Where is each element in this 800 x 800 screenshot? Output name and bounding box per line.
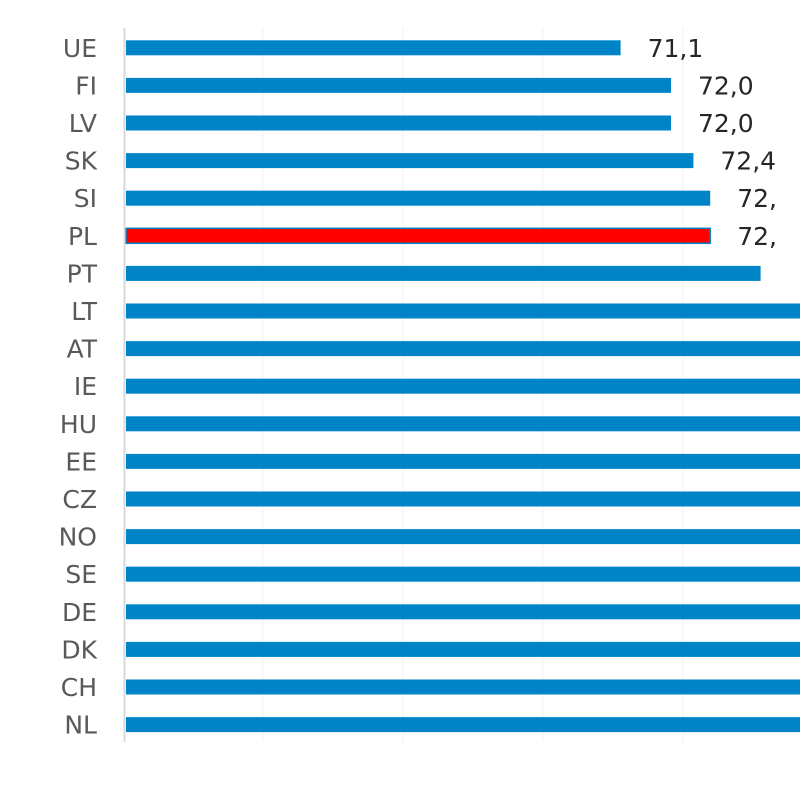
bar-se xyxy=(126,566,800,582)
category-label-lt: LT xyxy=(71,297,97,326)
category-label-hu: HU xyxy=(60,410,97,439)
bar-cz xyxy=(126,491,800,507)
value-label-ue: 71,1 xyxy=(648,34,704,63)
value-label-pl: 72, xyxy=(737,222,777,251)
bar-de xyxy=(126,604,800,620)
category-label-sk: SK xyxy=(65,147,98,176)
bars xyxy=(125,40,800,733)
value-label-lv: 72,0 xyxy=(698,109,754,138)
category-label-lv: LV xyxy=(69,109,97,138)
bar-nl xyxy=(126,717,800,733)
category-label-ch: CH xyxy=(61,673,97,702)
category-label-nl: NL xyxy=(64,711,97,740)
bar-pl xyxy=(125,227,711,245)
category-label-fi: FI xyxy=(75,71,97,100)
bar-ee xyxy=(126,453,800,469)
value-label-si: 72, xyxy=(737,184,777,213)
category-label-at: AT xyxy=(67,335,98,364)
category-label-cz: CZ xyxy=(62,485,97,514)
bar-si xyxy=(126,190,711,206)
bar-hu xyxy=(126,416,800,432)
category-label-no: NO xyxy=(59,523,97,552)
category-label-ue: UE xyxy=(63,34,97,63)
bar-no xyxy=(126,529,800,545)
value-label-sk: 72,4 xyxy=(720,147,776,176)
category-label-dk: DK xyxy=(61,635,97,664)
category-label-pt: PT xyxy=(67,259,98,288)
category-labels: UE FI LV SK SI PL PT LT AT IE HU EE CZ NO SE DE DK CH NL xyxy=(59,34,98,740)
bar-dk xyxy=(126,641,800,657)
bar-sk xyxy=(126,153,694,169)
category-label-ie: IE xyxy=(74,372,97,401)
bar-pt xyxy=(126,265,761,281)
value-labels: 71,1 72,0 72,0 72,4 72, 72, xyxy=(648,34,777,251)
bar-ue xyxy=(126,40,621,56)
bar-lt xyxy=(126,303,800,319)
category-label-de: DE xyxy=(62,598,97,627)
bar-ch xyxy=(126,679,800,695)
bar-lv xyxy=(126,115,671,131)
value-label-fi: 72,0 xyxy=(698,71,754,100)
category-label-pl: PL xyxy=(68,222,97,251)
category-label-se: SE xyxy=(65,560,97,589)
bar-at xyxy=(126,341,800,357)
bar-ie xyxy=(126,378,800,394)
bar-fi xyxy=(126,77,671,93)
category-label-si: SI xyxy=(74,184,97,213)
category-label-ee: EE xyxy=(65,447,97,476)
